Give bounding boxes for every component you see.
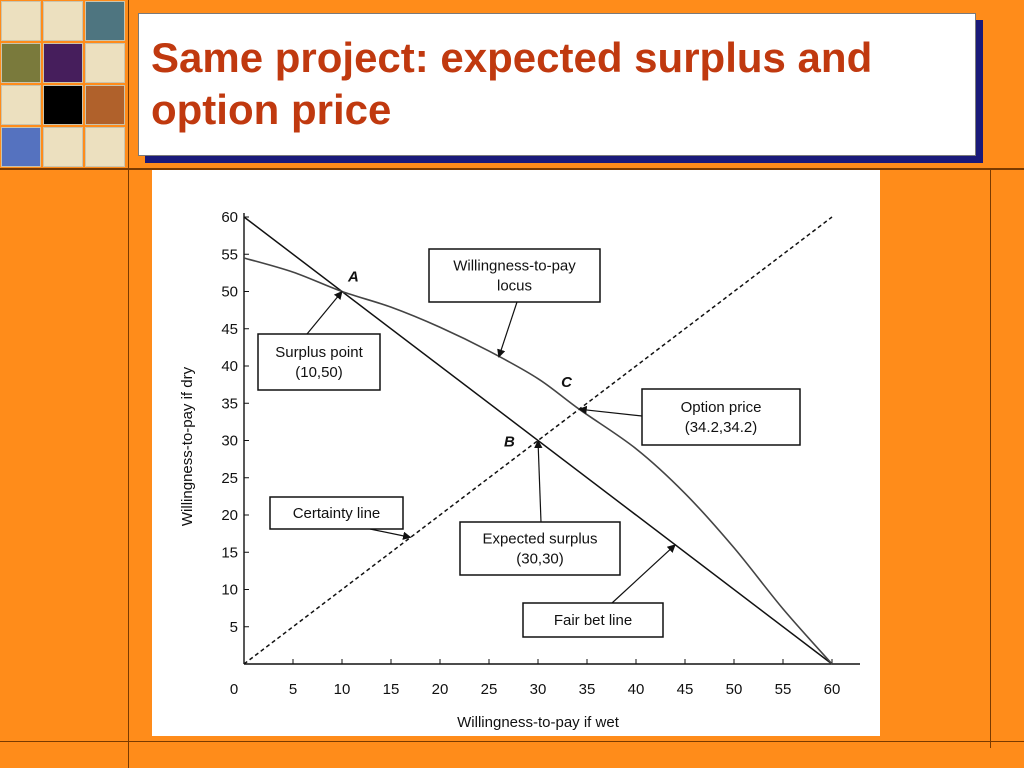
- x-tick-label: 50: [726, 681, 743, 698]
- wtp-locus-callout-box: [428, 248, 601, 303]
- deco-cell-cream: [85, 127, 125, 167]
- certainty-line-callout-arrow: [369, 528, 412, 540]
- x-tick-label: 40: [628, 681, 645, 698]
- y-tick-label: 55: [221, 246, 238, 263]
- expected-surplus-callout-text: Expected surplus: [482, 531, 597, 548]
- deco-cell-cream: [85, 43, 125, 83]
- x-tick-label: 60: [824, 681, 841, 698]
- fair-bet-line-callout-box: [522, 602, 664, 638]
- divider-line-bottom: [0, 741, 1024, 742]
- y-tick-label: 45: [221, 321, 238, 338]
- option-price-callout-box: [641, 388, 801, 446]
- point-label-a: A: [347, 269, 359, 286]
- chart-callouts: Willingness-to-pay locus Surplus point (10,…: [257, 248, 801, 638]
- divider-line-top: [0, 168, 1024, 170]
- y-tick-label: 30: [221, 433, 238, 450]
- deco-cell-cream: [43, 1, 83, 41]
- surplus-point-callout-box: [257, 333, 381, 391]
- surplus-point-callout-arrow: [306, 290, 343, 335]
- deco-cell-rust: [85, 85, 125, 125]
- wtp-locus-callout-text: Willingness-to-pay: [453, 258, 576, 275]
- x-tick-label: 30: [530, 681, 547, 698]
- y-tick-label: 40: [221, 358, 238, 375]
- option-price-callout-text: Option price: [681, 399, 762, 416]
- wtp-chart: 0 5 10 15 20 25 30 35 40 45 50 55 60 5 10 15 20 25 30 35 40 4…: [179, 209, 860, 731]
- expected-surplus-callout-box: [459, 521, 621, 576]
- x-tick-label: 15: [383, 681, 400, 698]
- x-tick-label: 20: [432, 681, 449, 698]
- x-tick-label: 55: [775, 681, 792, 698]
- slide-title: Same project: expected surplus and optio…: [151, 34, 873, 133]
- divider-line-right: [990, 168, 991, 748]
- x-tick-label: 5: [289, 681, 297, 698]
- surplus-point-callout-text: (10,50): [295, 364, 343, 381]
- decorative-grid: [0, 0, 128, 168]
- y-tick-label: 50: [221, 284, 238, 301]
- y-axis-label: Willingness-to-pay if dry: [179, 366, 196, 526]
- title-box: Same project: expected surplus and optio…: [138, 13, 976, 156]
- x-tick-label: 10: [334, 681, 351, 698]
- deco-cell-cream: [43, 127, 83, 167]
- expected-surplus-callout-text: (30,30): [516, 551, 564, 568]
- deco-cell-purple: [43, 43, 83, 83]
- chart-panel: 0 5 10 15 20 25 30 35 40 45 50 55 60 5 10 15 20 25 30 35 40 4…: [152, 170, 880, 736]
- deco-cell-black: [43, 85, 83, 125]
- y-tick-label: 60: [221, 209, 238, 226]
- x-tick-label: 45: [677, 681, 694, 698]
- certainty-line-callout-text: Certainty line: [293, 505, 381, 522]
- y-tick-label: 35: [221, 395, 238, 412]
- option-price-callout-arrow: [578, 405, 643, 417]
- option-price-callout-text: (34.2,34.2): [685, 419, 758, 436]
- wtp-locus-callout-text: locus: [497, 278, 532, 295]
- certainty-line-callout-box: [269, 496, 404, 530]
- deco-cell-blue: [1, 127, 41, 167]
- y-tick-label: 25: [221, 470, 238, 487]
- y-tick-label: 5: [230, 619, 238, 636]
- fair-bet-line-callout-arrow: [611, 544, 676, 604]
- point-label-c: C: [561, 374, 573, 391]
- x-axis-label: Willingness-to-pay if wet: [457, 714, 620, 731]
- divider-line-left: [128, 0, 129, 768]
- chart-labels: A B C: [347, 269, 573, 451]
- expected-surplus-callout-arrow: [534, 439, 543, 523]
- y-tick-label: 20: [221, 507, 238, 524]
- wtp-locus-callout-arrow: [497, 301, 518, 358]
- deco-cell-cream: [1, 1, 41, 41]
- x-tick-label: 0: [230, 681, 238, 698]
- x-tick-label: 35: [579, 681, 596, 698]
- chart-axes: 0 5 10 15 20 25 30 35 40 45 50 55 60 5 10 15 20 25 30 35 40 4…: [179, 209, 860, 731]
- surplus-point-callout-text: Surplus point: [275, 344, 363, 361]
- point-label-b: B: [504, 434, 515, 451]
- deco-cell-cream: [1, 85, 41, 125]
- x-tick-label: 25: [481, 681, 498, 698]
- y-tick-label: 15: [221, 544, 238, 561]
- deco-cell-olive: [1, 43, 41, 83]
- fair-bet-line-callout-text: Fair bet line: [554, 612, 632, 629]
- deco-cell-slate: [85, 1, 125, 41]
- y-tick-label: 10: [221, 582, 238, 599]
